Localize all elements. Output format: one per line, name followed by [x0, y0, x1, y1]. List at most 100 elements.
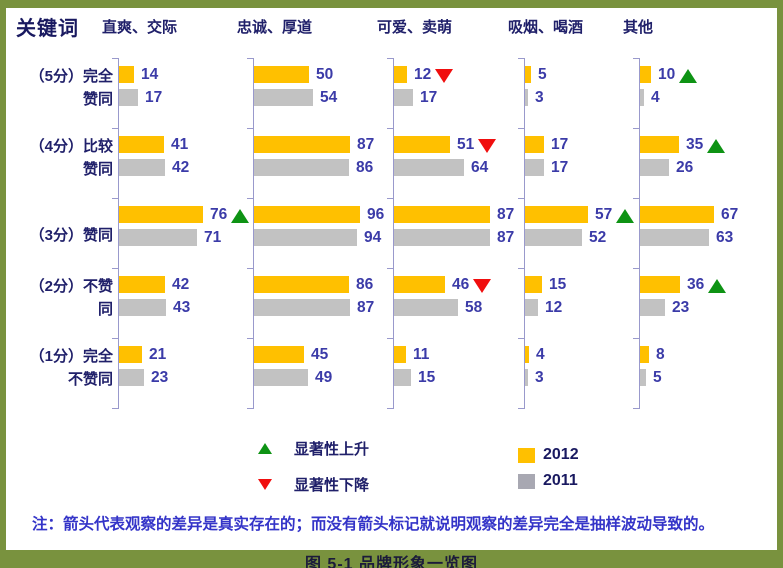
row-label: （5分）完全 赞同 [29, 68, 113, 108]
bar-line-2011: 3 [525, 89, 639, 106]
legend-item-2011: 2011 [518, 472, 579, 490]
bar-line-2011: 63 [640, 229, 776, 246]
bar-2012 [394, 346, 406, 363]
bar-group: 10 4 [640, 58, 776, 128]
axis-tick [387, 58, 394, 59]
footnote: 注：箭头代表观察的差异是真实存在的；而没有箭头标记就说明观察的差异完全是抽样波动… [32, 516, 715, 533]
legend-item-2012: 2012 [518, 446, 579, 464]
bar-line-2012: 51 [394, 136, 524, 153]
axis-tick [112, 128, 119, 129]
down-arrow-icon [473, 278, 492, 293]
axis-tick [387, 128, 394, 129]
axis-tick [633, 128, 640, 129]
value-label: 64 [471, 159, 489, 176]
caption-bar: 图 5-1 品牌形象一览图 [6, 550, 777, 568]
value-label: 96 [367, 206, 385, 223]
legend-item-up: 显著性上升 [258, 438, 369, 458]
bar-line-2012: 21 [119, 346, 253, 363]
bar-2012 [394, 66, 407, 83]
bar-group: 14 17 [119, 58, 253, 128]
bar-line-2012: 86 [254, 276, 393, 293]
value-label: 23 [672, 299, 690, 316]
value-label: 4 [651, 89, 660, 106]
bar-line-2012: 57 [525, 206, 639, 223]
bar-group: 41 42 [119, 128, 253, 198]
bar-2011 [254, 89, 313, 106]
value-label: 10 [658, 66, 676, 83]
value-label: 52 [589, 229, 607, 246]
value-label: 76 [210, 206, 228, 223]
bar-line-2012: 10 [640, 66, 776, 83]
bar-group: 42 43 [119, 268, 253, 338]
axis-tick [633, 58, 640, 59]
bar-2012 [254, 276, 349, 293]
axis-tick [247, 128, 254, 129]
axis-tick [387, 268, 394, 269]
legend-2012-label: 2012 [543, 446, 579, 463]
chart-canvas: 关键词 直爽、交际 忠诚、厚道 可爱、卖萌 吸烟、喝酒 其他 （5分）完全 赞同 （4分）比… [6, 8, 777, 550]
axis-tick [518, 338, 525, 339]
bar-group: 76 71 [119, 198, 253, 268]
value-label: 4 [536, 346, 545, 363]
value-label: 87 [497, 229, 515, 246]
bar-group: 35 26 [640, 128, 776, 198]
bar-2011 [525, 369, 528, 386]
axis-tick [112, 338, 119, 339]
axis-tick [518, 58, 525, 59]
bar-line-2011: 87 [394, 229, 524, 246]
bar-2012 [254, 136, 350, 153]
value-label: 67 [721, 206, 739, 223]
bar-line-2011: 17 [119, 89, 253, 106]
bar-2011 [394, 369, 411, 386]
value-label: 58 [465, 299, 483, 316]
bar-2011 [640, 89, 644, 106]
value-label: 45 [311, 346, 329, 363]
value-label: 21 [149, 346, 167, 363]
bar-line-2011: 71 [119, 229, 253, 246]
value-label: 50 [316, 66, 334, 83]
swatch-2011-icon [518, 473, 535, 489]
bar-line-2012: 87 [394, 206, 524, 223]
bar-2011 [525, 159, 544, 176]
bar-2011 [254, 159, 349, 176]
row-labels: （5分）完全 赞同 （4分）比较 赞同 （3分）赞同 （2分）不赞同 （1分）完全 不赞同 [6, 58, 118, 408]
value-label: 87 [357, 136, 375, 153]
value-label: 17 [551, 136, 569, 153]
bar-line-2011: 5 [640, 369, 776, 386]
column-header: 可爱、卖萌 [377, 19, 453, 36]
row-label: （3分）赞同 [29, 227, 113, 244]
axis-tick [247, 58, 254, 59]
value-label: 5 [653, 369, 662, 386]
panel: 10 4 35 26 67 63 36 23 8 5 [633, 58, 776, 409]
bar-group: 12 17 [394, 58, 524, 128]
column-header: 吸烟、喝酒 [508, 19, 584, 36]
bar-line-2011: 17 [525, 159, 639, 176]
value-label: 3 [535, 89, 544, 106]
value-label: 26 [676, 159, 694, 176]
value-label: 41 [171, 136, 189, 153]
bar-2011 [119, 229, 197, 246]
value-label: 49 [315, 369, 333, 386]
panel: 50 54 87 86 96 94 86 87 45 49 [247, 58, 393, 409]
bar-2012 [525, 66, 531, 83]
bar-line-2012: 46 [394, 276, 524, 293]
bar-2012 [394, 276, 445, 293]
bar-2011 [254, 229, 357, 246]
value-label: 57 [595, 206, 613, 223]
down-triangle-icon [258, 478, 272, 490]
bar-group: 17 17 [525, 128, 639, 198]
bar-2011 [640, 369, 646, 386]
value-label: 87 [357, 299, 375, 316]
bar-line-2011: 54 [254, 89, 393, 106]
bar-2012 [254, 206, 360, 223]
axis-tick [112, 408, 119, 409]
bar-2011 [394, 299, 458, 316]
axis-tick [633, 408, 640, 409]
axis-tick [518, 408, 525, 409]
value-label: 86 [356, 276, 374, 293]
value-label: 8 [656, 346, 665, 363]
value-label: 14 [141, 66, 159, 83]
bar-2011 [640, 299, 665, 316]
